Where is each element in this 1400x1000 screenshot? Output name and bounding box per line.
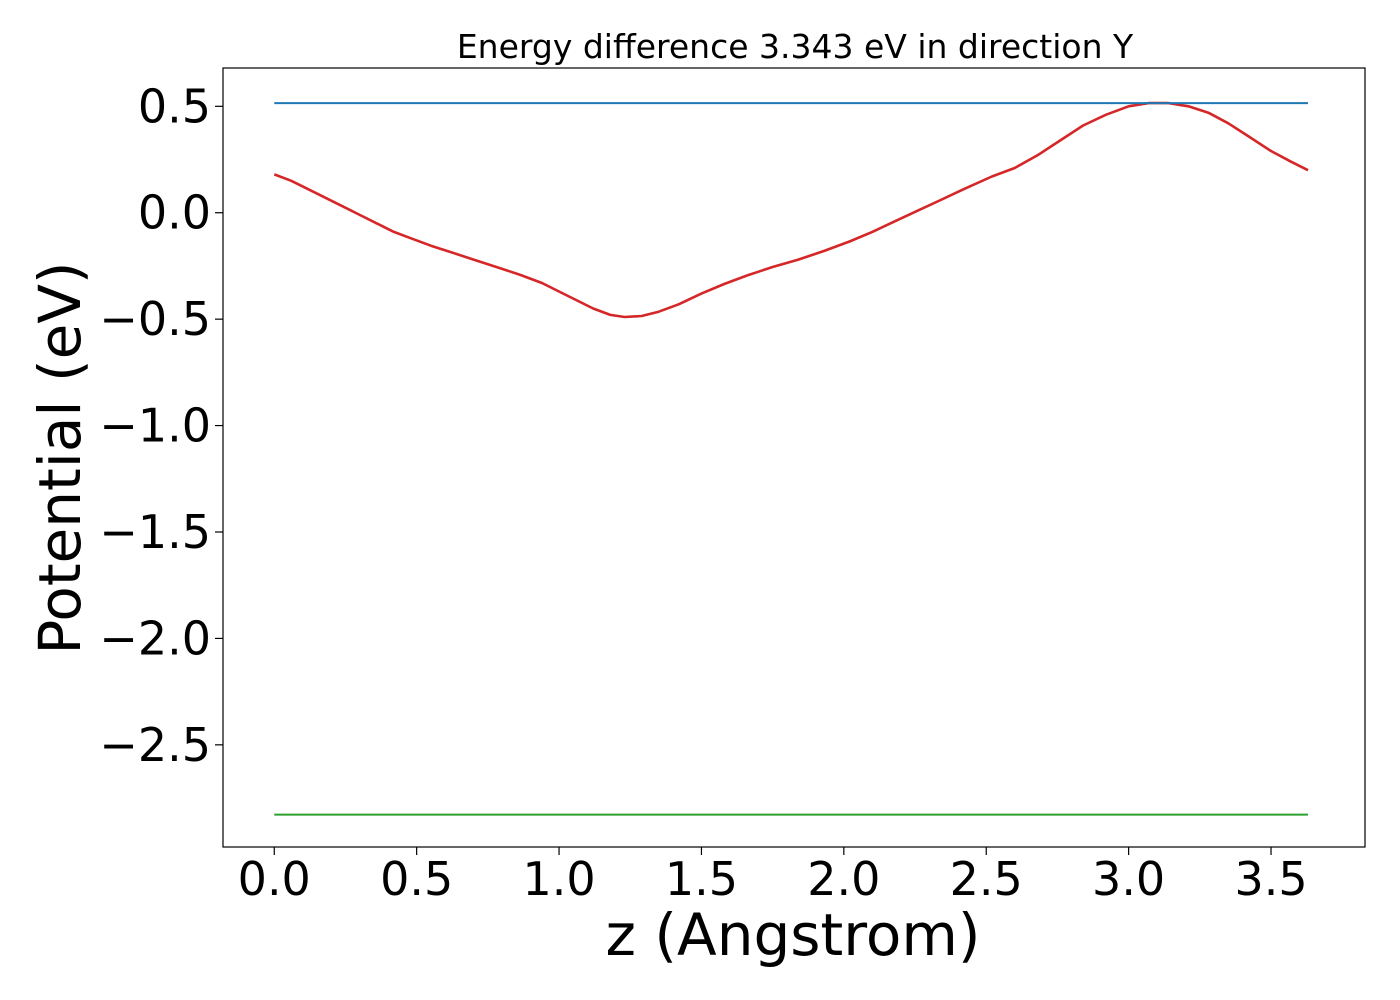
y-tick-label-3: −1.0 bbox=[99, 399, 211, 453]
x-tick-label-2: 1.0 bbox=[522, 852, 595, 906]
y-tick-label-4: −1.5 bbox=[99, 505, 211, 559]
x-tick-label-5: 2.5 bbox=[950, 852, 1023, 906]
plot-area-frame bbox=[222, 67, 1366, 848]
y-tick-label-5: −2.0 bbox=[99, 611, 211, 665]
series-line-0 bbox=[273, 101, 1309, 319]
x-axis-label: z (Angstrom) bbox=[606, 901, 981, 969]
x-axis-ticks: 0.0 0.5 1.0 1.5 2.0 2.5 3.0 3.5 bbox=[238, 847, 1308, 906]
y-axis-ticks: 0.5 0.0 −0.5 −1.0 −1.5 −2.0 −2.5 bbox=[99, 79, 223, 772]
x-tick-label-4: 2.0 bbox=[807, 852, 880, 906]
y-axis-label: Potential (eV) bbox=[26, 261, 94, 654]
x-tick-label-3: 1.5 bbox=[665, 852, 738, 906]
chart-title: Energy difference 3.343 eV in direction … bbox=[457, 27, 1134, 66]
x-tick-label-0: 0.0 bbox=[238, 852, 311, 906]
x-tick-label-1: 0.5 bbox=[380, 852, 453, 906]
y-tick-label-2: −0.5 bbox=[99, 292, 211, 346]
series-layer bbox=[273, 101, 1309, 816]
x-tick-label-6: 3.0 bbox=[1092, 852, 1165, 906]
y-tick-label-1: 0.0 bbox=[138, 186, 211, 240]
y-tick-label-0: 0.5 bbox=[138, 79, 211, 133]
y-tick-label-6: −2.5 bbox=[99, 718, 211, 772]
x-tick-label-7: 3.5 bbox=[1234, 852, 1307, 906]
